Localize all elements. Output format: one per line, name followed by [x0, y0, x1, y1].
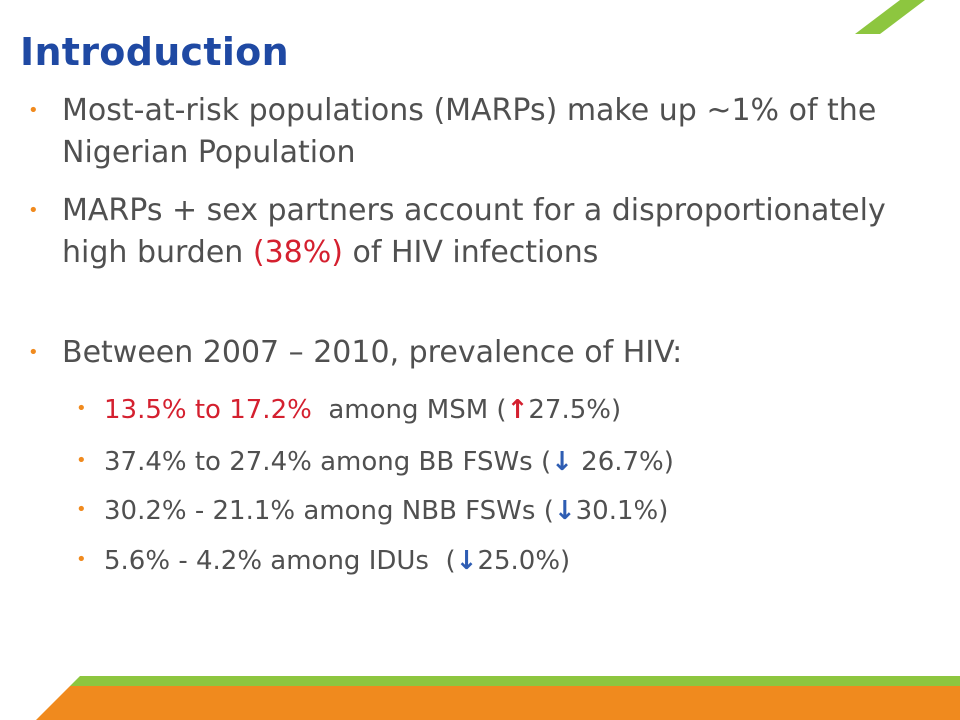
prevalence-range: 30.2% - 21.1% among NBB FSWs ( — [104, 496, 554, 526]
change-value: 26.7%) — [572, 447, 674, 477]
sub-bullet-item: • 30.2% - 21.1% among NBB FSWs (↓30.1%) — [76, 494, 924, 528]
bullet-dot-icon: • — [76, 499, 87, 520]
down-arrow-icon: ↓ — [455, 546, 478, 576]
bullet-text: MARPs + sex partners account for a dispr… — [62, 193, 886, 270]
bullet-dot-icon: • — [28, 200, 39, 221]
bottom-orange-stripe — [36, 686, 960, 720]
population-label: among MSM ( — [311, 395, 507, 425]
change-value: 25.0%) — [477, 546, 571, 576]
prevalence-range: 37.4% to 27.4% among BB FSWs ( — [104, 447, 552, 477]
sub-bullet-item: • 5.6% - 4.2% among IDUs (↓25.0%) — [76, 544, 924, 578]
bottom-green-stripe — [70, 676, 960, 686]
change-value: 30.1%) — [575, 496, 669, 526]
down-arrow-icon: ↓ — [553, 496, 576, 526]
bullet-text: Most-at-risk populations (MARPs) make up… — [62, 93, 877, 170]
change-value: 27.5%) — [528, 395, 622, 425]
slide-title: Introduction — [20, 30, 289, 74]
bullet-item: • MARPs + sex partners account for a dis… — [28, 190, 912, 274]
down-arrow-icon: ↓ — [551, 447, 573, 477]
bullet-dot-icon: • — [76, 398, 87, 419]
prevalence-range: 13.5% to 17.2% — [104, 395, 312, 425]
bullet-text: Between 2007 – 2010, prevalence of HIV: — [62, 335, 683, 370]
bullet-dot-icon: • — [28, 100, 39, 121]
sub-bullet-item: • 13.5% to 17.2% among MSM (↑27.5%) — [76, 393, 924, 427]
bullet-item: • Between 2007 – 2010, prevalence of HIV… — [28, 332, 912, 374]
highlight-percentage: (38%) — [252, 235, 343, 270]
bullet-text: of HIV infections — [342, 235, 599, 270]
bullet-item: • Most-at-risk populations (MARPs) make … — [28, 90, 912, 174]
prevalence-range: 5.6% - 4.2% among IDUs ( — [104, 546, 456, 576]
bullet-dot-icon: • — [28, 342, 39, 363]
sub-bullet-item: • 37.4% to 27.4% among BB FSWs (↓ 26.7%) — [76, 445, 924, 479]
up-arrow-icon: ↑ — [506, 395, 529, 425]
bullet-dot-icon: • — [76, 549, 87, 570]
bullet-dot-icon: • — [76, 450, 87, 471]
